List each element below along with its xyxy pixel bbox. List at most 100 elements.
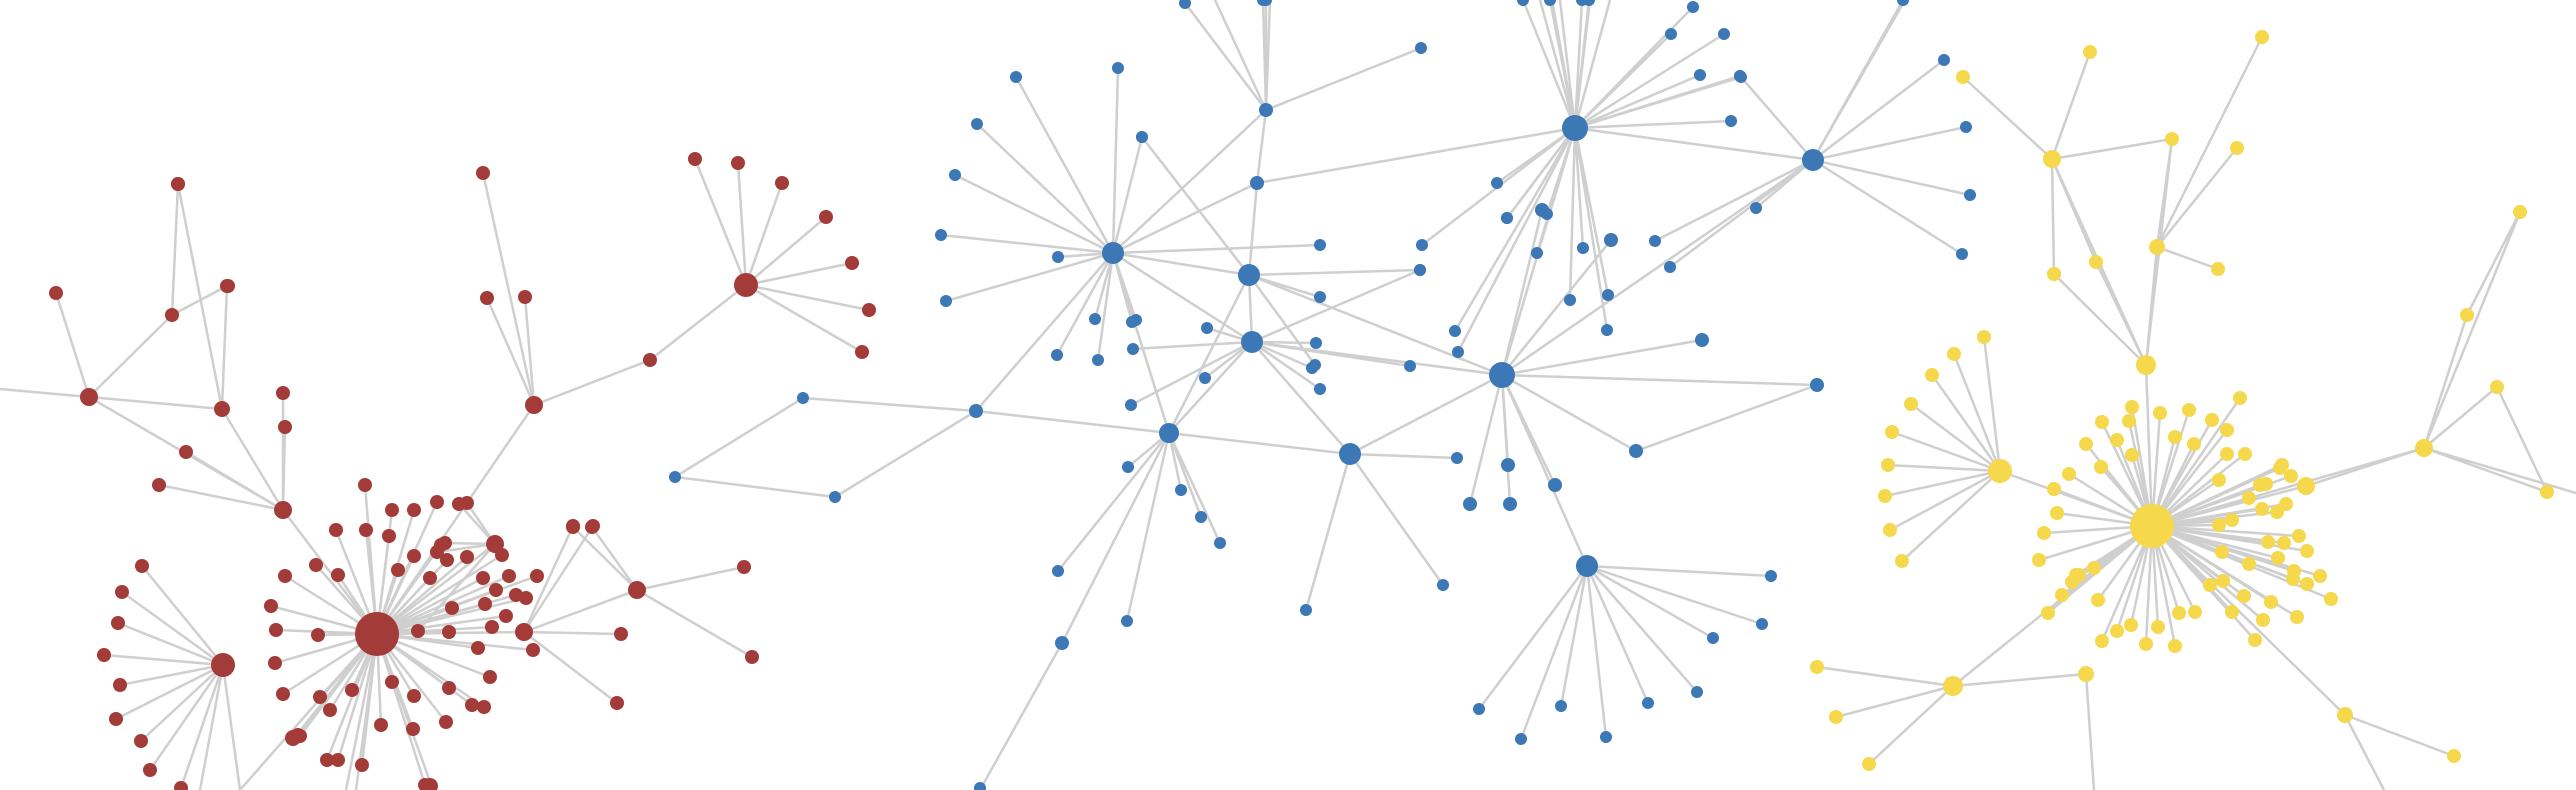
node-layer (49, 0, 2554, 790)
graph-edge (1112, 109, 1267, 254)
graph-edge (1111, 136, 1144, 254)
yellow-leaf-node (2139, 637, 2153, 651)
graph-edge (1889, 469, 2001, 532)
graph-edge (954, 173, 1114, 255)
yellow-leaf-node (2242, 557, 2256, 571)
graph-edge (417, 543, 496, 632)
graph-edge (1248, 268, 1421, 277)
graph-edge (2422, 314, 2469, 449)
blue-leaf-node (669, 471, 681, 483)
yellow-leaf-node (2447, 749, 2461, 763)
blue-leaf-node (1555, 700, 1567, 712)
graph-edge (940, 233, 1114, 255)
graph-edge (148, 664, 225, 771)
blue-hub-node (1802, 149, 1824, 171)
yellow-leaf-node (2047, 482, 2061, 496)
blue-leaf-node (1642, 697, 1654, 709)
blue-leaf-node (829, 491, 841, 503)
blue-hub-node (1562, 115, 1588, 141)
graph-edge (2344, 713, 2455, 758)
graph-edge (1125, 432, 1171, 622)
graph-edge (1264, 0, 1272, 111)
graph-edge (1456, 127, 1577, 353)
blue-leaf-node (1463, 497, 1477, 511)
graph-edge (1574, 73, 1701, 130)
blue-leaf-node (1548, 478, 1562, 492)
graph-edge (282, 509, 378, 635)
blue-leaf-node (1691, 686, 1703, 698)
graph-edge (1952, 353, 2002, 472)
red-leaf-node (171, 177, 185, 191)
yellow-hub-node (1988, 459, 2012, 483)
yellow-hub-node (2043, 150, 2061, 168)
graph-edge (1573, 0, 1612, 129)
yellow-leaf-node (2168, 639, 2182, 653)
red-leaf-node (845, 256, 859, 270)
red-leaf-node (313, 690, 327, 704)
graph-edge (1574, 126, 1814, 162)
graph-edge (485, 297, 536, 406)
red-leaf-node (276, 687, 290, 701)
red-leaf-node (358, 478, 372, 492)
red-leaf-node (430, 495, 444, 509)
red-leaf-node (49, 286, 63, 300)
red-leaf-node (445, 601, 459, 615)
graph-edge (121, 590, 224, 667)
red-leaf-node (285, 730, 301, 746)
red-leaf-node (737, 560, 751, 574)
blue-leaf-node (1452, 346, 1464, 358)
blue-leaf-node (969, 404, 983, 418)
yellow-leaf-node (2125, 448, 2139, 462)
blue-leaf-node (1517, 0, 1529, 6)
blue-hub-node (1339, 443, 1361, 465)
red-hub-node (628, 581, 646, 599)
yellow-leaf-node (2277, 536, 2291, 550)
yellow-leaf-node (2124, 618, 2138, 632)
blue-leaf-node (1314, 291, 1326, 303)
yellow-leaf-node (1881, 458, 1895, 472)
red-leaf-node (483, 670, 497, 684)
graph-edge (1248, 273, 1503, 377)
graph-edge (376, 543, 496, 635)
blue-leaf-node (1501, 458, 1515, 472)
graph-edge (1168, 341, 1253, 434)
red-leaf-node (407, 549, 421, 563)
yellow-leaf-node (2490, 380, 2504, 394)
blue-leaf-node (1195, 511, 1207, 523)
blue-leaf-node (1300, 604, 1312, 616)
graph-edge (533, 358, 651, 407)
red-leaf-node (530, 569, 544, 583)
red-leaf-node (862, 303, 876, 317)
red-leaf-node (134, 734, 148, 748)
red-leaf-node (355, 758, 369, 772)
graph-edge (2151, 524, 2300, 538)
yellow-hub-node (2130, 504, 2174, 548)
graph-edge (745, 283, 870, 312)
red-leaf-node (499, 609, 513, 623)
blue-leaf-node (1449, 325, 1461, 337)
yellow-leaf-node (2292, 529, 2306, 543)
yellow-leaf-node (2172, 606, 2186, 620)
blue-leaf-node (1310, 337, 1322, 349)
blue-leaf-node (1938, 54, 1950, 66)
graph-edge (590, 526, 639, 591)
yellow-leaf-node (2153, 406, 2167, 420)
graph-edge (2051, 137, 2173, 161)
red-leaf-node (526, 643, 540, 657)
graph-edge (522, 525, 575, 633)
graph-edge (2084, 673, 2096, 790)
blue-leaf-node (1765, 570, 1777, 582)
blue-leaf-node (1960, 121, 1972, 133)
graph-edge (88, 395, 223, 411)
blue-leaf-node (1601, 324, 1613, 336)
graph-edge (1501, 158, 1814, 377)
graph-edge (2053, 273, 2147, 366)
graph-edge (1112, 181, 1258, 255)
graph-edge (1574, 75, 1742, 130)
graph-edge (1247, 274, 1317, 366)
graph-edge (523, 296, 536, 406)
red-leaf-node (585, 520, 599, 534)
graph-edge (978, 642, 1064, 790)
yellow-leaf-node (2284, 469, 2298, 483)
